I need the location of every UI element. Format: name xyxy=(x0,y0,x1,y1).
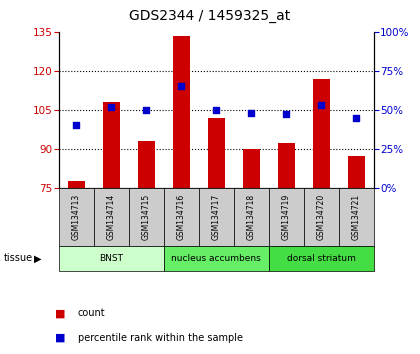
Bar xyxy=(234,188,269,246)
Text: GSM134716: GSM134716 xyxy=(177,194,186,240)
Bar xyxy=(138,141,155,188)
Bar xyxy=(243,149,260,188)
Bar xyxy=(269,188,304,246)
Point xyxy=(213,107,220,113)
Bar xyxy=(59,188,94,246)
Bar xyxy=(68,181,85,188)
Bar xyxy=(94,188,129,246)
Bar xyxy=(269,246,374,271)
Text: GSM134718: GSM134718 xyxy=(247,194,256,240)
Bar xyxy=(102,102,120,188)
Text: nucleus accumbens: nucleus accumbens xyxy=(171,254,261,263)
Text: tissue: tissue xyxy=(4,253,33,263)
Bar xyxy=(173,36,190,188)
Bar xyxy=(339,188,374,246)
Point xyxy=(283,112,290,117)
Text: GSM134719: GSM134719 xyxy=(282,194,291,240)
Text: BNST: BNST xyxy=(99,254,123,263)
Text: GSM134713: GSM134713 xyxy=(72,194,81,240)
Bar xyxy=(304,188,339,246)
Point xyxy=(353,115,360,120)
Point xyxy=(73,122,80,128)
Text: dorsal striatum: dorsal striatum xyxy=(287,254,356,263)
Bar xyxy=(164,246,269,271)
Bar xyxy=(348,156,365,188)
Text: GSM134721: GSM134721 xyxy=(352,194,361,240)
Text: GDS2344 / 1459325_at: GDS2344 / 1459325_at xyxy=(129,9,291,23)
Bar xyxy=(164,188,199,246)
Text: GSM134715: GSM134715 xyxy=(142,194,151,240)
Text: ■: ■ xyxy=(55,333,65,343)
Text: count: count xyxy=(78,308,105,318)
Text: GSM134714: GSM134714 xyxy=(107,194,116,240)
Point xyxy=(248,110,255,116)
Text: ■: ■ xyxy=(55,308,65,318)
Bar xyxy=(199,188,234,246)
Point xyxy=(143,107,150,113)
Text: GSM134720: GSM134720 xyxy=(317,194,326,240)
Bar xyxy=(207,118,225,188)
Bar xyxy=(312,79,330,188)
Text: GSM134717: GSM134717 xyxy=(212,194,221,240)
Point xyxy=(108,104,115,109)
Bar xyxy=(278,143,295,188)
Text: percentile rank within the sample: percentile rank within the sample xyxy=(78,333,243,343)
Point xyxy=(318,102,325,108)
Point xyxy=(178,84,185,89)
Text: ▶: ▶ xyxy=(34,253,41,263)
Bar xyxy=(129,188,164,246)
Bar xyxy=(59,246,164,271)
